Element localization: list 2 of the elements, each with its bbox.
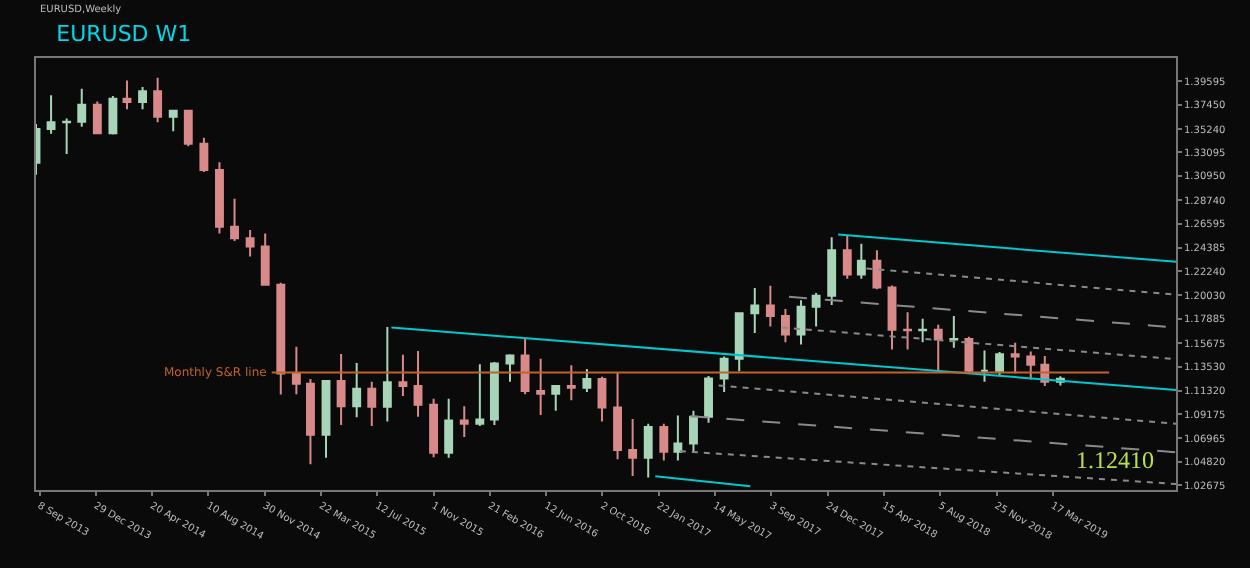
annotation: 1.12410 [1076,446,1154,474]
chart-title: EURUSD W1 [56,20,192,47]
